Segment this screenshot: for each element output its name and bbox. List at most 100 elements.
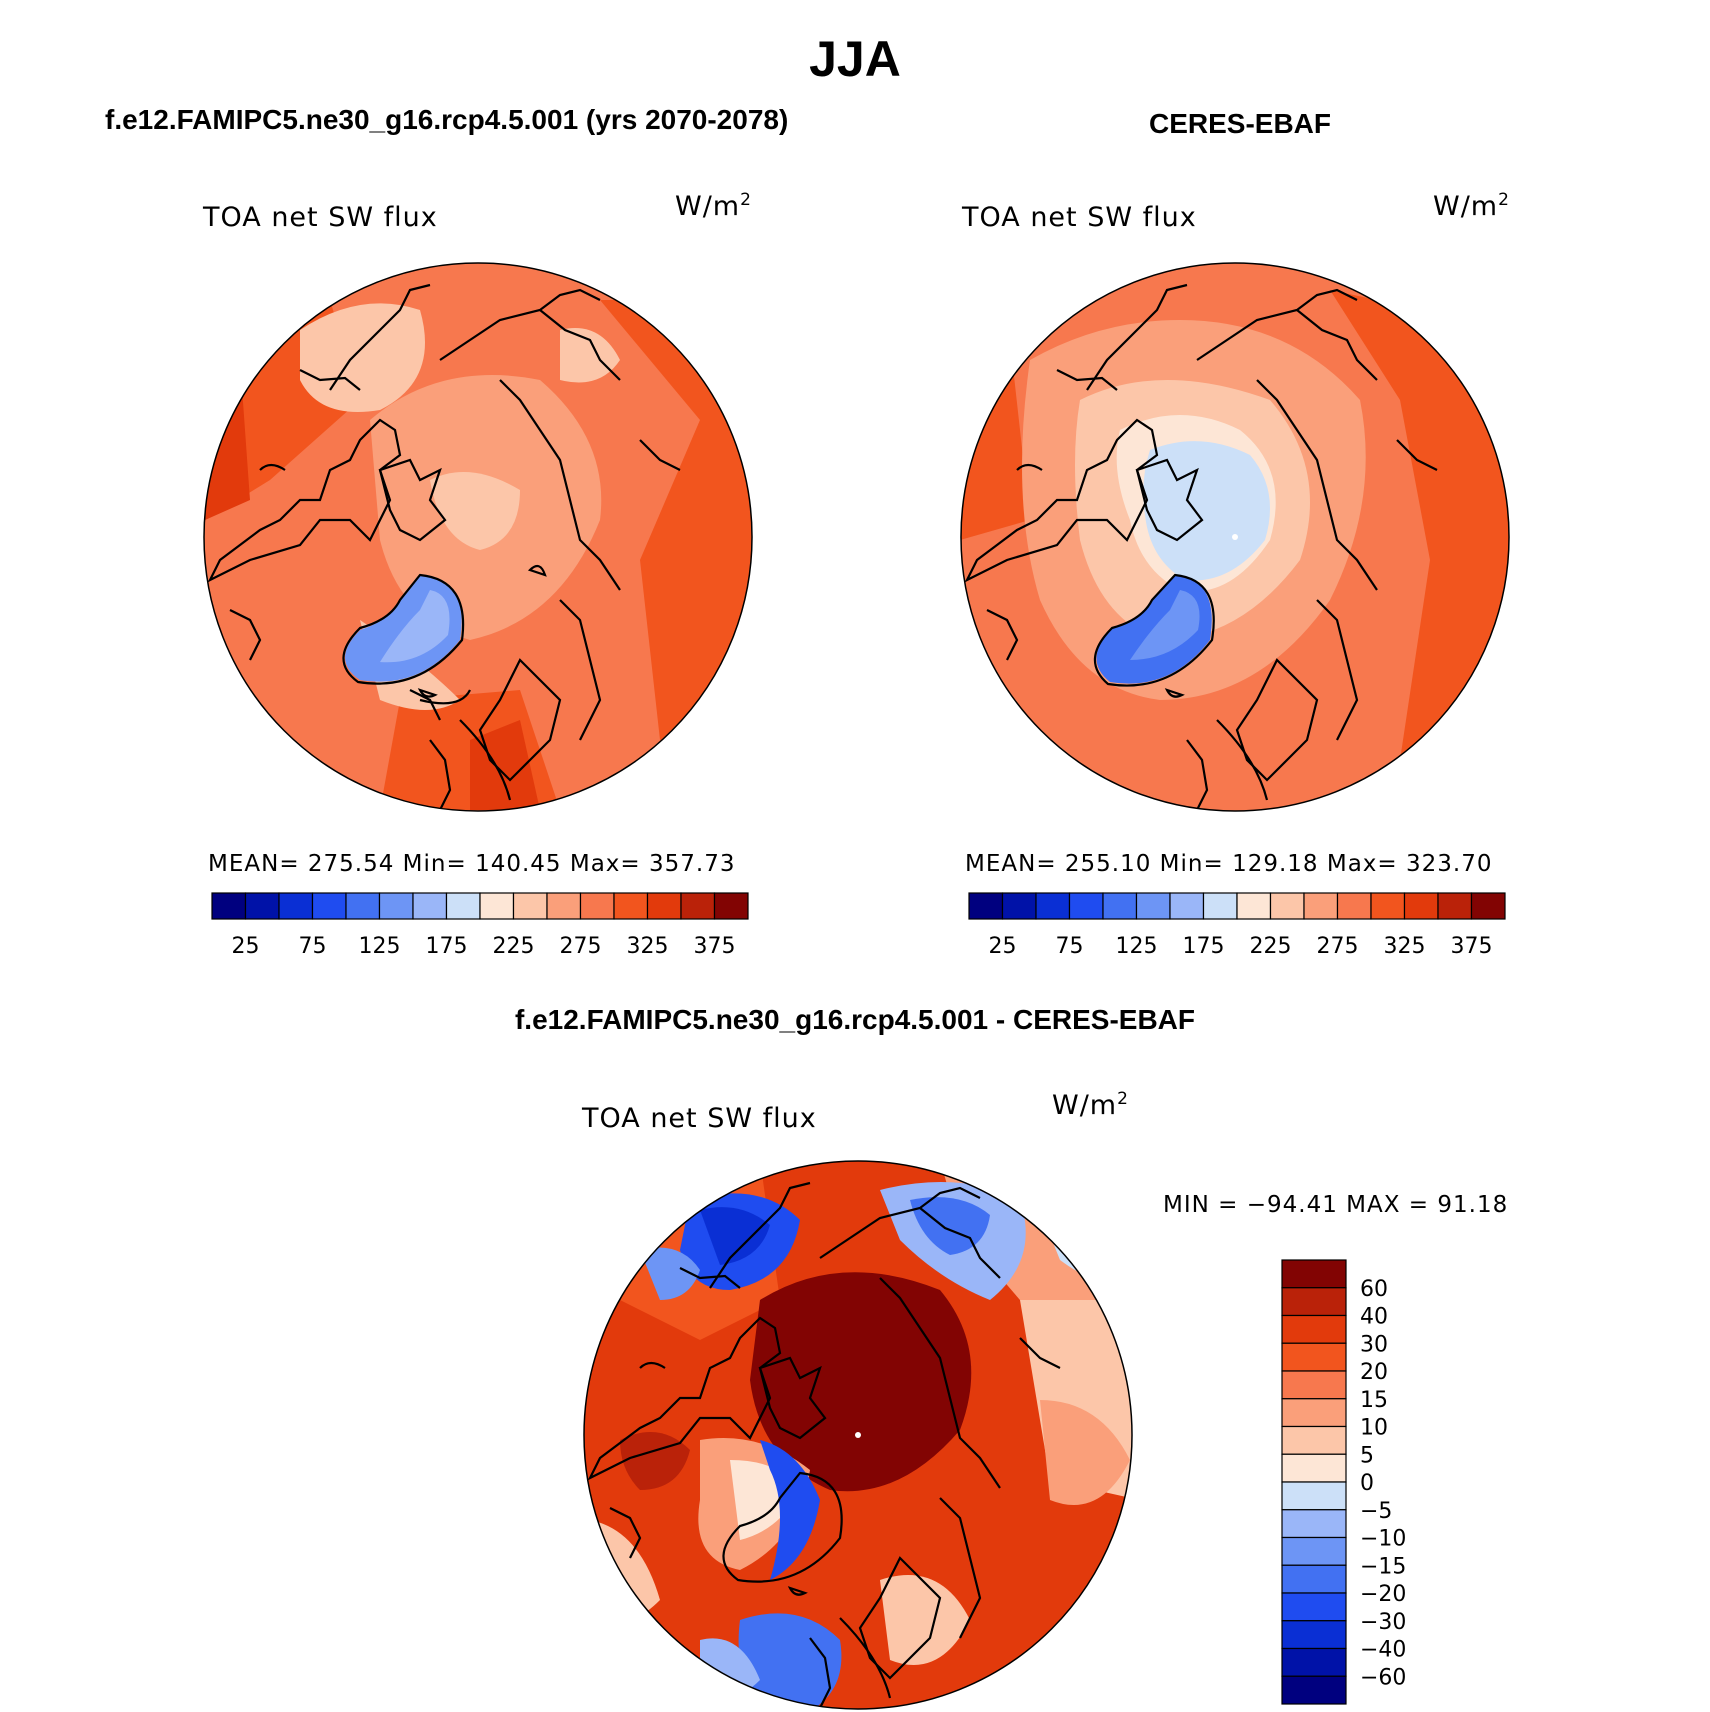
- colorbar-swatch: [1281, 1564, 1347, 1594]
- colorbar-tick-label: 25: [989, 934, 1017, 959]
- colorbar-swatch: [1202, 892, 1238, 920]
- colorbar-tick-label: 60: [1360, 1277, 1388, 1302]
- colorbar-swatch: [1437, 892, 1473, 920]
- colorbar-swatch: [1336, 892, 1372, 920]
- pole-marker: [855, 1432, 861, 1438]
- model-colorbar: 25 75 125 175 225 275 325 375: [211, 892, 749, 959]
- obs-polar-map: [960, 262, 1510, 812]
- colorbar-tick-label: 75: [1056, 934, 1084, 959]
- obs-stats: MEAN= 255.10 Min= 129.18 Max= 323.70: [965, 851, 1493, 877]
- colorbar-swatch: [613, 892, 649, 920]
- colorbar-swatch: [412, 892, 448, 920]
- diff-polar-map: [583, 1160, 1133, 1710]
- colorbar-swatch: [1169, 892, 1205, 920]
- colorbar-swatch: [1135, 892, 1171, 920]
- colorbar-swatch: [1001, 892, 1037, 920]
- colorbar-swatch: [1281, 1481, 1347, 1511]
- colorbar-tick-label: −5: [1360, 1499, 1392, 1524]
- colorbar-tick-label: 75: [299, 934, 327, 959]
- colorbar-tick-label: 175: [1183, 934, 1225, 959]
- colorbar-tick-label: −10: [1360, 1527, 1406, 1552]
- colorbar-swatch: [1281, 1675, 1347, 1705]
- colorbar-swatch: [579, 892, 615, 920]
- colorbar-tick-label: 325: [1384, 934, 1426, 959]
- colorbar-swatch: [968, 892, 1004, 920]
- colorbar-tick-label: 225: [1250, 934, 1292, 959]
- colorbar-swatch: [479, 892, 515, 920]
- colorbar-tick-label: 15: [1360, 1388, 1388, 1413]
- model-units-label: W/m2: [675, 190, 752, 222]
- colorbar-swatch: [1102, 892, 1138, 920]
- diff-panel-header: f.e12.FAMIPC5.ne30_g16.rcp4.5.001 - CERE…: [514, 1004, 1196, 1035]
- model-stats: MEAN= 275.54 Min= 140.45 Max= 357.73: [208, 851, 736, 877]
- colorbar-swatch: [1281, 1314, 1347, 1344]
- colorbar-swatch: [1035, 892, 1071, 920]
- colorbar-swatch: [1281, 1453, 1347, 1483]
- colorbar-swatch: [1281, 1536, 1347, 1566]
- colorbar-swatch: [1281, 1509, 1347, 1539]
- colorbar-swatch: [1370, 892, 1406, 920]
- colorbar-tick-label: 125: [359, 934, 401, 959]
- colorbar-swatch: [546, 892, 582, 920]
- colorbar-swatch: [1470, 892, 1506, 920]
- colorbar-tick-label: 0: [1360, 1471, 1374, 1496]
- colorbar-swatch: [1281, 1398, 1347, 1428]
- colorbar-tick-label: −30: [1360, 1610, 1406, 1635]
- colorbar-swatch: [680, 892, 716, 920]
- colorbar-swatch: [1281, 1425, 1347, 1455]
- colorbar-tick-label: 275: [560, 934, 602, 959]
- colorbar-swatch: [311, 892, 347, 920]
- colorbar-swatch: [1068, 892, 1104, 920]
- colorbar-swatch: [211, 892, 247, 920]
- obs-variable-label: TOA net SW flux: [962, 202, 1197, 233]
- colorbar-tick-label: 225: [493, 934, 535, 959]
- model-variable-label: TOA net SW flux: [203, 202, 438, 233]
- diff-stats: MIN = −94.41 MAX = 91.18: [1163, 1192, 1509, 1218]
- colorbar-swatch: [512, 892, 548, 920]
- colorbar-swatch: [278, 892, 314, 920]
- colorbar-tick-label: 10: [1360, 1416, 1388, 1441]
- colorbar-swatch: [1403, 892, 1439, 920]
- pole-marker: [1232, 534, 1238, 540]
- figure-title: JJA: [809, 31, 901, 87]
- colorbar-tick-label: 375: [1451, 934, 1493, 959]
- colorbar-swatch: [445, 892, 481, 920]
- colorbar-tick-label: 40: [1360, 1305, 1388, 1330]
- diff-units-label: W/m2: [1052, 1089, 1129, 1121]
- colorbar-tick-label: 375: [694, 934, 736, 959]
- colorbar-swatch: [1281, 1370, 1347, 1400]
- colorbar-tick-label: 30: [1360, 1332, 1388, 1357]
- colorbar-swatch: [1281, 1287, 1347, 1317]
- colorbar-tick-label: −20: [1360, 1582, 1406, 1607]
- colorbar-tick-label: 125: [1116, 934, 1158, 959]
- colorbar-swatch: [1303, 892, 1339, 920]
- colorbar-swatch: [1236, 892, 1272, 920]
- model-panel-header: f.e12.FAMIPC5.ne30_g16.rcp4.5.001 (yrs 2…: [105, 104, 789, 135]
- colorbar-tick-label: −15: [1360, 1554, 1406, 1579]
- colorbar-swatch: [378, 892, 414, 920]
- colorbar-swatch: [1281, 1620, 1347, 1650]
- obs-panel-header: CERES-EBAF: [1148, 108, 1331, 139]
- colorbar-tick-label: 25: [232, 934, 260, 959]
- obs-colorbar: 25 75 125 175 225 275 325 375: [968, 892, 1506, 959]
- colorbar-swatch: [1281, 1592, 1347, 1622]
- colorbar-swatch: [1281, 1259, 1347, 1289]
- colorbar-tick-label: 175: [426, 934, 468, 959]
- colorbar-swatch: [1269, 892, 1305, 920]
- colorbar-tick-label: 325: [627, 934, 669, 959]
- colorbar-swatch: [1281, 1342, 1347, 1372]
- colorbar-swatch: [345, 892, 381, 920]
- colorbar-swatch: [1281, 1647, 1347, 1677]
- obs-units-label: W/m2: [1433, 190, 1510, 222]
- colorbar-tick-label: −40: [1360, 1638, 1406, 1663]
- colorbar-tick-label: 275: [1317, 934, 1359, 959]
- model-polar-map: [203, 262, 753, 812]
- colorbar-swatch: [646, 892, 682, 920]
- colorbar-tick-label: 20: [1360, 1360, 1388, 1385]
- colorbar-swatch: [713, 892, 749, 920]
- colorbar-swatch: [244, 892, 280, 920]
- colorbar-tick-label: −60: [1360, 1665, 1406, 1690]
- colorbar-tick-label: 5: [1360, 1443, 1374, 1468]
